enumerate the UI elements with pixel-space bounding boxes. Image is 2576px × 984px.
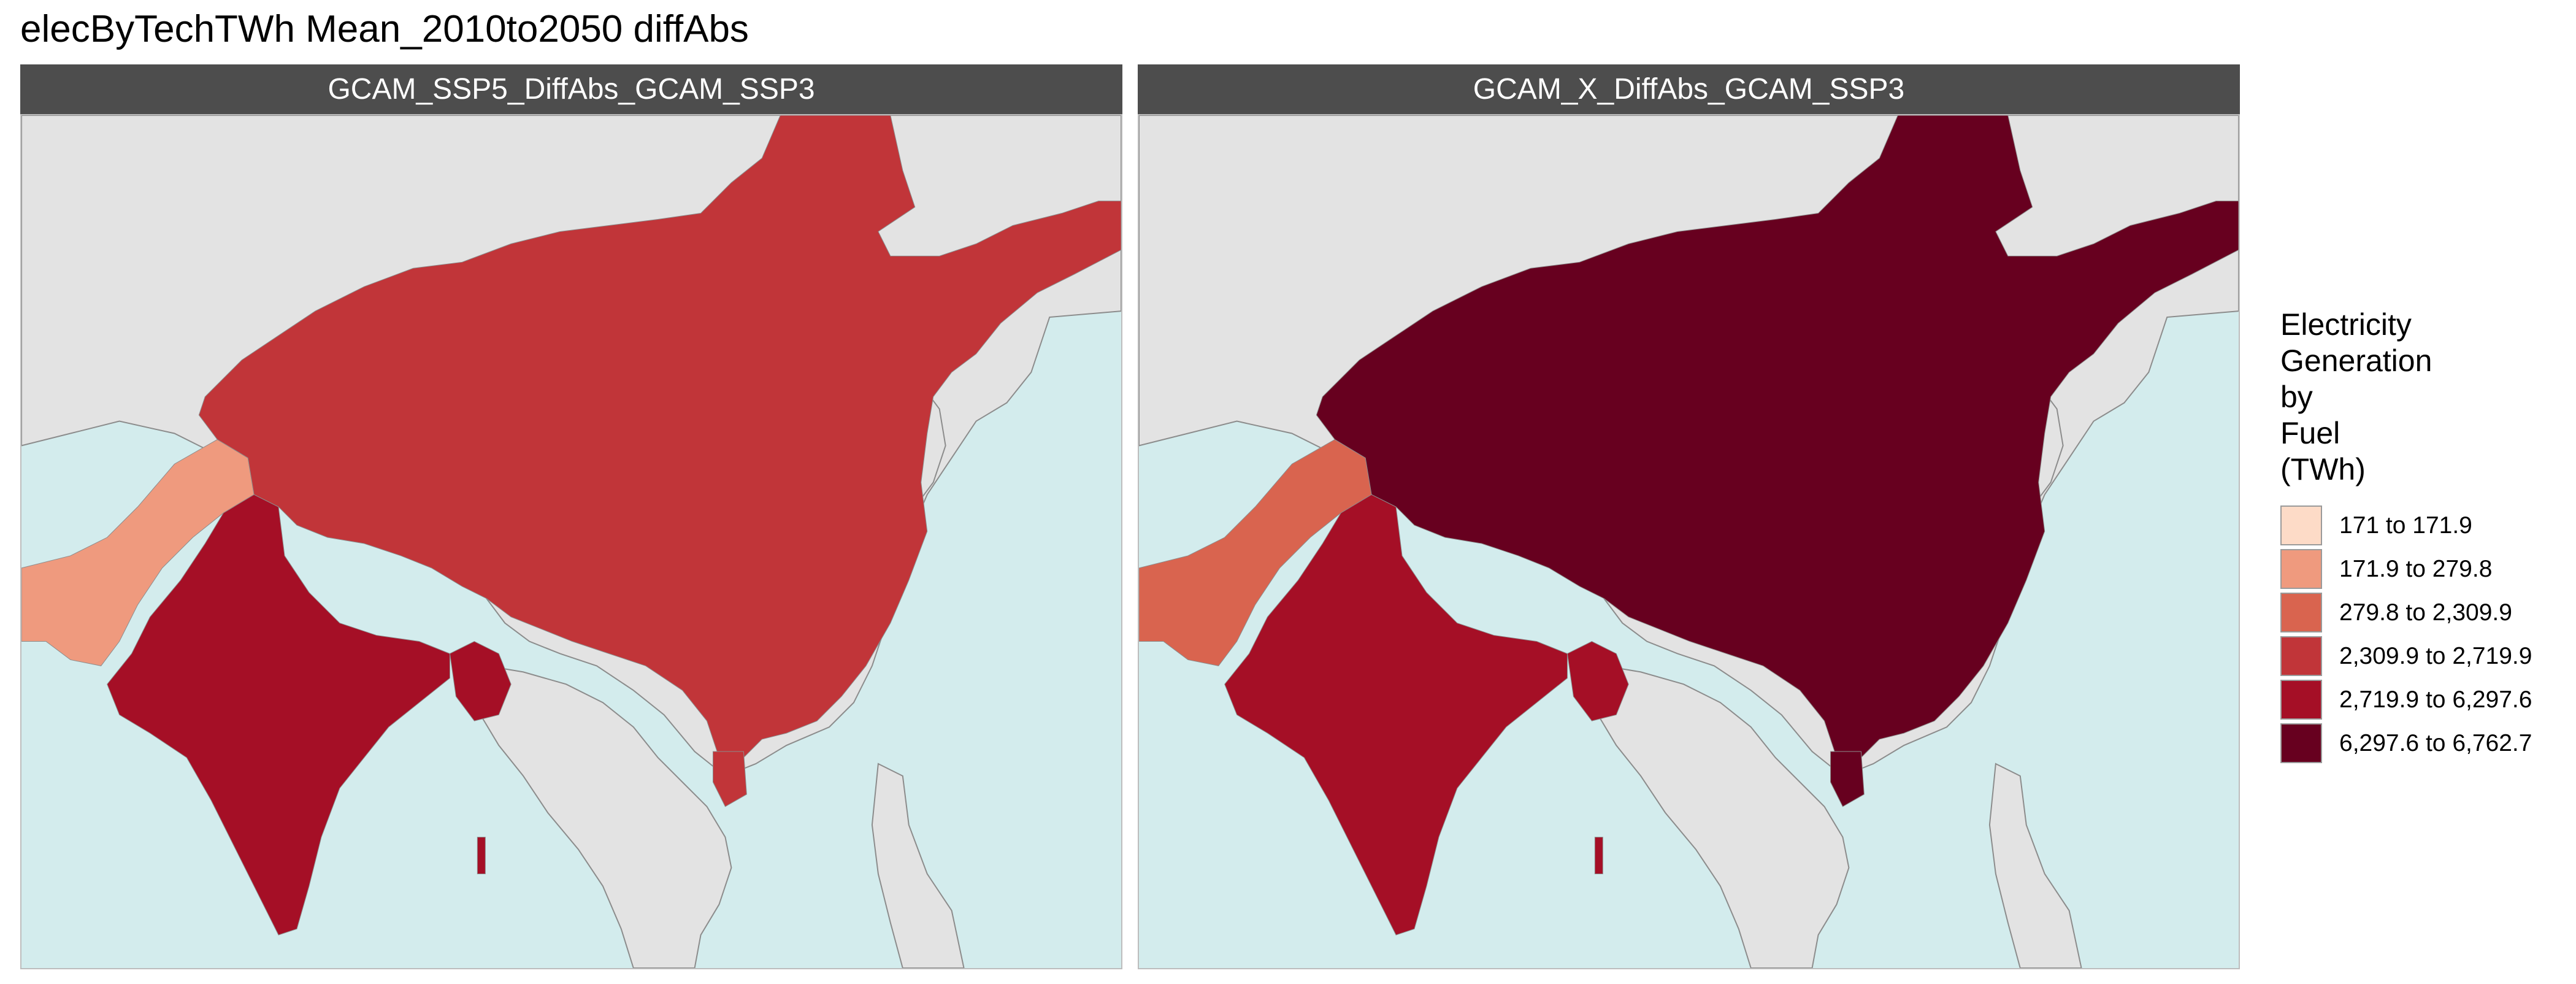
legend-item: 6,297.6 to 6,762.7 <box>2280 721 2563 765</box>
taiwan-philippines-land <box>871 763 965 968</box>
legend-item: 2,309.9 to 2,719.9 <box>2280 634 2563 678</box>
region-pakistan <box>1139 439 1372 666</box>
map-area <box>1138 114 2240 969</box>
legend-title-line: Fuel <box>2280 416 2340 450</box>
legend-label: 2,719.9 to 6,297.6 <box>2339 686 2532 713</box>
legend-label: 2,309.9 to 2,719.9 <box>2339 642 2532 669</box>
southeast-asia-land <box>1597 665 1850 968</box>
panel-strip-label: GCAM_X_DiffAbs_GCAM_SSP3 <box>1138 64 2240 114</box>
region-india <box>107 494 450 936</box>
legend-item: 279.8 to 2,309.9 <box>2280 591 2563 634</box>
region-china <box>1316 115 2239 764</box>
panel-strip-label: GCAM_SSP5_DiffAbs_GCAM_SSP3 <box>20 64 1122 114</box>
legend-items: 171 to 171.9 171.9 to 279.8 279.8 to 2,3… <box>2280 504 2563 765</box>
map-svg <box>21 115 1121 968</box>
legend-swatch <box>2280 636 2322 676</box>
region-hainan <box>1830 751 1865 807</box>
legend-label: 6,297.6 to 6,762.7 <box>2339 729 2532 756</box>
legend-title-line: (TWh) <box>2280 452 2366 486</box>
region-andaman-islands <box>477 837 486 874</box>
region-bangladesh <box>449 640 512 721</box>
legend-swatch <box>2280 549 2322 589</box>
region-china <box>198 115 1121 764</box>
legend-swatch <box>2280 505 2322 545</box>
region-hainan <box>712 751 747 807</box>
map-area <box>20 114 1122 969</box>
region-andaman-islands <box>1594 837 1603 874</box>
taiwan-philippines-land <box>1988 763 2082 968</box>
legend-title-line: by <box>2280 380 2313 414</box>
map-panel-left: GCAM_SSP5_DiffAbs_GCAM_SSP3 <box>20 64 1122 969</box>
legend-title-line: Generation <box>2280 344 2432 378</box>
legend-swatch <box>2280 723 2322 763</box>
southeast-asia-land <box>480 665 732 968</box>
region-bangladesh <box>1566 640 1629 721</box>
region-india <box>1224 494 1568 936</box>
legend-label: 279.8 to 2,309.9 <box>2339 599 2512 626</box>
legend-title: Electricity Generation by Fuel (TWh) <box>2280 307 2563 488</box>
legend-label: 171.9 to 279.8 <box>2339 555 2493 582</box>
legend-swatch <box>2280 593 2322 632</box>
legend-swatch <box>2280 680 2322 720</box>
legend-item: 2,719.9 to 6,297.6 <box>2280 678 2563 721</box>
map-svg <box>1139 115 2239 968</box>
legend-title-line: Electricity <box>2280 307 2412 342</box>
legend-item: 171 to 171.9 <box>2280 504 2563 547</box>
legend-label: 171 to 171.9 <box>2339 512 2472 539</box>
legend: Electricity Generation by Fuel (TWh) 171… <box>2280 307 2563 765</box>
map-panel-right: GCAM_X_DiffAbs_GCAM_SSP3 <box>1138 64 2240 969</box>
legend-item: 171.9 to 279.8 <box>2280 547 2563 591</box>
region-pakistan <box>21 439 255 666</box>
chart-title: elecByTechTWh Mean_2010to2050 diffAbs <box>20 8 749 50</box>
